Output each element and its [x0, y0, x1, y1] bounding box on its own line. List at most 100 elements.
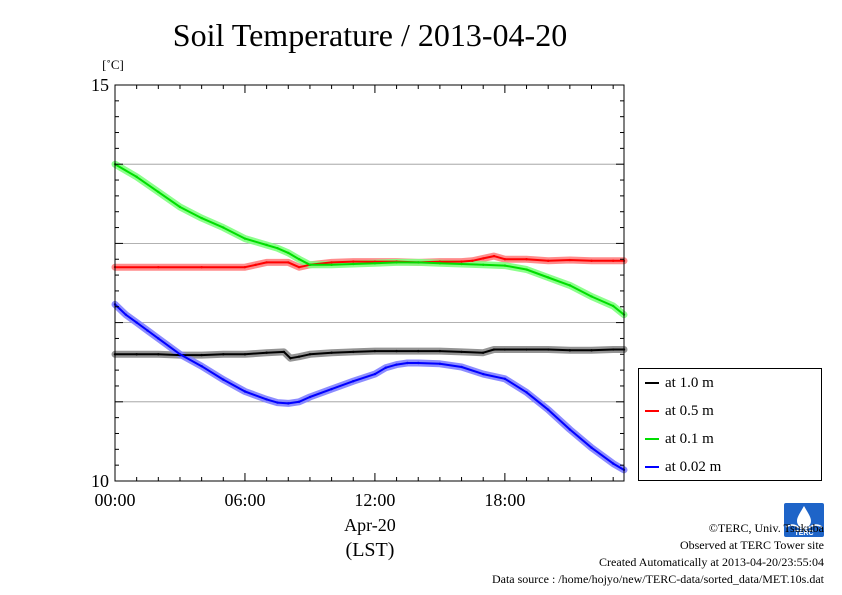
series-point-1 — [460, 260, 463, 263]
series-point-2 — [200, 216, 203, 220]
y-tick-label: 15 — [91, 75, 109, 95]
series-point-0 — [282, 350, 286, 354]
series-point-0 — [243, 353, 247, 356]
legend-label-0-5m: at 0.5 m — [665, 402, 714, 419]
series-point-0 — [157, 353, 160, 356]
series-point-2 — [373, 262, 377, 265]
gridlines — [115, 163, 624, 403]
series-point-3 — [287, 402, 290, 405]
series-noise-bands — [111, 160, 628, 474]
series-point-1 — [157, 265, 160, 269]
legend-label-1m: at 1.0 m — [665, 374, 714, 391]
series-point-1 — [287, 261, 290, 264]
series-line-3 — [114, 303, 625, 471]
series-point-3 — [330, 387, 333, 391]
series-point-0 — [265, 351, 268, 354]
series-point-2 — [297, 258, 301, 261]
series-line-0 — [115, 348, 624, 360]
series-point-2 — [243, 237, 247, 240]
series-point-0 — [308, 353, 312, 356]
series-point-3 — [135, 321, 138, 324]
series-line-2 — [114, 163, 625, 316]
series-point-1 — [546, 259, 550, 263]
x-tick-label: 18:00 — [484, 490, 525, 510]
series-point-2 — [157, 190, 160, 194]
series-point-3 — [352, 380, 355, 383]
series-point-3 — [222, 378, 225, 381]
series-point-3 — [157, 337, 160, 340]
series-band-2 — [111, 160, 628, 319]
series-point-0 — [492, 348, 496, 351]
series-point-0 — [289, 357, 292, 360]
credit-created: Created Automatically at 2013-04-20/23:5… — [599, 555, 824, 569]
series-point-2 — [546, 276, 550, 279]
series-point-3 — [384, 366, 387, 369]
series-point-0 — [330, 351, 333, 354]
x-axis-unit-label: (LST) — [346, 539, 395, 561]
series-point-0 — [135, 353, 138, 356]
series-point-2 — [611, 304, 615, 308]
series-point-3 — [373, 372, 377, 376]
series-point-0 — [297, 355, 301, 358]
chart-legend: at 1.0 m at 0.5 m at 0.1 m at 0.02 m — [638, 368, 822, 481]
series-point-3 — [276, 401, 279, 404]
legend-item-0-1m: at 0.1 m — [645, 429, 714, 449]
series-point-3 — [395, 363, 398, 366]
series-point-2 — [503, 264, 507, 267]
credit-observed: Observed at TERC Tower site — [679, 538, 824, 552]
series-point-2 — [352, 262, 355, 266]
series-point-3 — [417, 361, 420, 365]
series-point-3 — [265, 398, 268, 401]
series-point-3 — [503, 377, 507, 381]
series-point-3 — [482, 372, 485, 376]
series-point-1 — [330, 261, 333, 264]
series-point-3 — [525, 391, 528, 394]
series-point-1 — [200, 265, 203, 269]
y-axis-unit-label: [˚C] — [102, 57, 124, 72]
x-axis-date-label: Apr-20 — [344, 515, 396, 535]
series-point-1 — [590, 259, 593, 263]
series-point-2 — [308, 263, 312, 266]
series-point-3 — [243, 390, 247, 393]
series-band-3 — [111, 300, 628, 474]
legend-swatch-0-02m — [645, 466, 659, 468]
series-point-0 — [611, 348, 615, 351]
series-point-2 — [222, 226, 225, 229]
series-point-2 — [568, 284, 572, 287]
series-point-0 — [503, 348, 507, 351]
series-point-3 — [297, 400, 301, 403]
series-point-1 — [352, 260, 355, 263]
series-point-1 — [568, 258, 572, 262]
series-point-2 — [178, 205, 182, 209]
legend-item-0-5m: at 0.5 m — [645, 401, 714, 421]
series-point-2 — [590, 295, 593, 298]
series-point-2 — [135, 175, 138, 179]
series-point-0 — [460, 350, 463, 354]
series-point-1 — [503, 258, 507, 261]
series-point-0 — [395, 349, 398, 353]
series-point-0 — [373, 349, 377, 353]
legend-item-0-02m: at 0.02 m — [645, 457, 721, 477]
terc-logo-icon: TERC — [784, 503, 824, 537]
series-point-2 — [330, 263, 333, 266]
series-point-3 — [200, 364, 203, 368]
series-point-0 — [568, 349, 572, 352]
series-point-2 — [460, 262, 463, 266]
series-point-0 — [482, 351, 485, 354]
series-point-0 — [525, 348, 528, 351]
series-point-3 — [124, 313, 128, 316]
series-point-0 — [200, 353, 203, 357]
series-point-2 — [265, 243, 268, 247]
series-point-1 — [254, 263, 257, 266]
series-point-0 — [438, 349, 442, 353]
series-point-2 — [438, 262, 442, 265]
series-point-3 — [406, 361, 409, 365]
series-point-1 — [611, 259, 615, 263]
series-point-1 — [243, 265, 247, 269]
series-point-3 — [568, 428, 572, 431]
y-tick-label: 10 — [91, 471, 109, 491]
series-point-2 — [395, 261, 398, 264]
series-point-3 — [460, 365, 463, 369]
legend-swatch-0-5m — [645, 410, 659, 412]
